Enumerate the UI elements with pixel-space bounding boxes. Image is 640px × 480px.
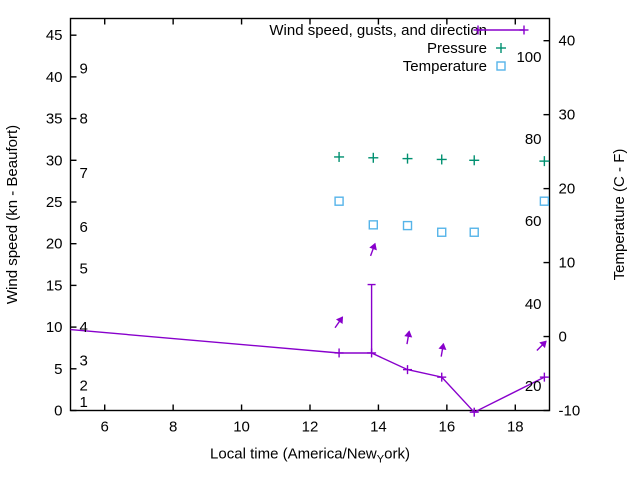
wind-speed-line: [70, 328, 545, 414]
wind-direction-arrow: [334, 316, 344, 329]
x-tick-label: 12: [302, 419, 319, 436]
legend-layer: Wind speed, gusts, and directionPressure…: [269, 22, 529, 75]
beaufort-label: 7: [80, 165, 88, 182]
y2-tick-label: -10: [559, 403, 581, 420]
data-layer: [70, 151, 550, 417]
y-tick-label: 40: [46, 69, 63, 86]
beaufort-label: 5: [80, 261, 88, 278]
beaufort-label: 2: [80, 377, 88, 394]
y-tick-label: 20: [46, 236, 63, 253]
wind-arrow-head: [335, 316, 344, 324]
fahrenheit-label: 80: [525, 131, 542, 148]
wind-arrow-head: [539, 340, 547, 349]
temperature-point: [402, 220, 413, 231]
beaufort-label: 3: [80, 352, 88, 369]
beaufort-label: 9: [80, 61, 88, 78]
legend-label-0: Wind speed, gusts, and direction: [269, 22, 487, 39]
y-tick-label: 45: [46, 27, 63, 44]
beaufort-label: 8: [80, 111, 88, 128]
beaufort-label: 6: [80, 219, 88, 236]
beaufort-label: 4: [80, 319, 88, 336]
x-tick-label: 16: [439, 419, 456, 436]
wind-arrow-head: [369, 242, 377, 251]
temperature-point: [469, 227, 479, 237]
wind-direction-arrow: [438, 342, 447, 357]
temperature-point: [334, 196, 344, 206]
fahrenheit-label: 100: [516, 49, 541, 66]
y2-tick-label: 30: [559, 107, 576, 124]
wind-direction-arrow: [369, 242, 377, 257]
y-tick-label: 25: [46, 194, 63, 211]
fahrenheit-label: 40: [525, 296, 542, 313]
plot-frame: [69, 17, 551, 412]
y-tick-label: 15: [46, 277, 63, 294]
x-tick-label: 8: [169, 419, 177, 436]
x-tick-label: 10: [233, 419, 250, 436]
wind-arrow-head: [438, 342, 447, 351]
beaufort-label: 1: [80, 394, 88, 411]
fahrenheit-label: 20: [525, 378, 542, 395]
y2-axis-title: Temperature (C - F): [611, 149, 628, 281]
y-tick-label: 5: [54, 361, 62, 378]
temperature-point: [368, 220, 378, 230]
x-tick-label: 14: [370, 419, 387, 436]
y-axis-title: Wind speed (kn - Beaufort): [4, 125, 21, 304]
y2-tick-label: 40: [559, 33, 576, 50]
temperature-point: [539, 196, 550, 206]
y-tick-label: 30: [46, 152, 63, 169]
x-axis-title: Local time (America/NewYork): [210, 446, 410, 466]
y-tick-label: 10: [46, 319, 63, 336]
wind-direction-arrow: [536, 340, 547, 351]
y2-tick-label: 20: [559, 181, 576, 198]
wind-arrow-head: [404, 330, 413, 338]
temperature-point: [437, 227, 447, 237]
axis-layer: 6 8 10 12 14 16 18051015202530354045-100102030…: [46, 17, 581, 436]
x-tick-label: 6: [101, 419, 109, 436]
wind-direction-arrow: [404, 330, 413, 345]
legend-sample-marker: [496, 61, 506, 71]
legend-label-1: Pressure: [427, 40, 487, 57]
fahrenheit-label: 60: [525, 213, 542, 230]
y2-tick-label: 10: [559, 255, 576, 272]
legend-label-2: Temperature: [403, 58, 487, 75]
y2-tick-label: 0: [559, 329, 567, 346]
x-tick-label: 18: [507, 419, 524, 436]
y-tick-label: 0: [54, 403, 62, 420]
y-tick-label: 35: [46, 111, 63, 128]
